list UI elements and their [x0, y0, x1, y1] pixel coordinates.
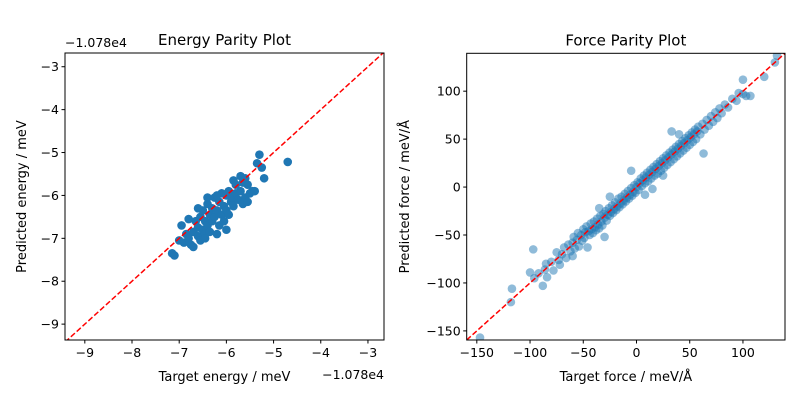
x-tick-label: −3 [359, 345, 377, 360]
data-point [640, 190, 650, 200]
data-point [200, 234, 210, 243]
data-point [594, 203, 604, 213]
y-axis-label: Predicted force / meV/Å [397, 120, 413, 273]
x-axis-label: Target force / meV/Å [559, 369, 693, 385]
data-point [547, 257, 556, 267]
y-tick-label: −150 [426, 323, 460, 338]
x-tick-label: −7 [170, 345, 188, 360]
data-point [203, 193, 212, 202]
y-tick-label: −6 [41, 188, 59, 203]
x-tick-label: 50 [682, 345, 698, 360]
x-tick-label: −50 [570, 345, 596, 360]
data-point [507, 284, 517, 294]
data-point [177, 221, 186, 230]
data-point [184, 214, 193, 224]
x-tick-label: −8 [123, 345, 141, 360]
y-tick-label: 0 [453, 180, 461, 195]
parity-line [466, 53, 785, 341]
data-point [674, 130, 684, 139]
y-tick-label: −7 [41, 231, 59, 246]
data-point [605, 192, 615, 201]
x-tick-label: 0 [633, 345, 641, 360]
y-tick-label: −3 [41, 59, 59, 74]
y-tick-label: −8 [41, 274, 59, 289]
axes-frame [64, 52, 385, 341]
data-point [219, 216, 229, 226]
data-point [542, 272, 552, 282]
chart-title: Energy Parity Plot [158, 31, 291, 49]
data-point [193, 203, 203, 213]
data-point [170, 251, 179, 260]
data-point [555, 260, 565, 270]
x-axis-label: Target energy / meV [158, 370, 291, 385]
data-point [717, 108, 726, 118]
y-tick-label: 50 [445, 132, 461, 147]
x-tick-label: −6 [217, 345, 235, 360]
data-point [229, 201, 238, 211]
y-offset-label: −1.078e4 [65, 35, 127, 50]
x-offset-label: −1.078e4 [322, 367, 384, 382]
parity-line [66, 53, 384, 340]
x-tick-label: −4 [312, 345, 330, 360]
data-point [723, 103, 733, 112]
subplot-1: −150 −100 −50 0 50 100 −150 −100 −50 0 50 100 Force … [397, 31, 786, 385]
y-tick-label: 100 [437, 84, 461, 99]
data-point [583, 243, 592, 252]
data-point [255, 150, 264, 159]
data-point [746, 91, 755, 101]
data-point [222, 225, 231, 235]
data-point [534, 269, 543, 278]
y-tick-label: −5 [41, 145, 59, 160]
data-point [549, 266, 558, 275]
x-tick-label: −9 [76, 345, 94, 360]
data-point [699, 149, 708, 158]
data-point [506, 297, 516, 307]
subplot-0: −9 −8 −7 −6 −5 −4 −3 −9 −8 −7 −6 −5 −4 −3 Energy Parit… [15, 31, 385, 385]
data-point [568, 251, 577, 261]
data-point [236, 186, 245, 196]
data-point [243, 197, 252, 207]
data-point [538, 281, 548, 291]
data-point [528, 245, 538, 254]
data-point [257, 163, 267, 172]
data-point [259, 173, 269, 183]
data-point [205, 227, 215, 237]
points [475, 53, 782, 341]
y-tick-label: −9 [41, 317, 59, 332]
data-point [648, 184, 657, 194]
axes-frame [466, 52, 786, 341]
y-axis-label: Predicted energy / meV [15, 120, 30, 273]
x-tick-label: −150 [460, 345, 494, 360]
data-point [189, 242, 198, 252]
data-point [283, 157, 293, 167]
y-tick-label: −50 [434, 228, 460, 243]
data-point [475, 333, 485, 341]
data-point [738, 75, 748, 84]
data-point [212, 191, 222, 200]
data-point [667, 127, 676, 136]
points [167, 150, 293, 260]
y-tick-label: −4 [41, 102, 59, 117]
data-point [600, 232, 609, 242]
data-point [250, 186, 260, 196]
data-point [212, 229, 222, 239]
chart-title: Force Parity Plot [565, 31, 686, 49]
y-tick-label: −100 [426, 275, 460, 290]
x-tick-label: 100 [731, 345, 755, 360]
data-point [626, 166, 636, 176]
x-tick-label: −5 [264, 345, 282, 360]
data-point [243, 180, 252, 190]
data-point [224, 210, 234, 220]
data-point [229, 176, 238, 185]
data-point [658, 171, 668, 180]
x-tick-label: −100 [513, 345, 547, 360]
data-point [732, 96, 741, 106]
